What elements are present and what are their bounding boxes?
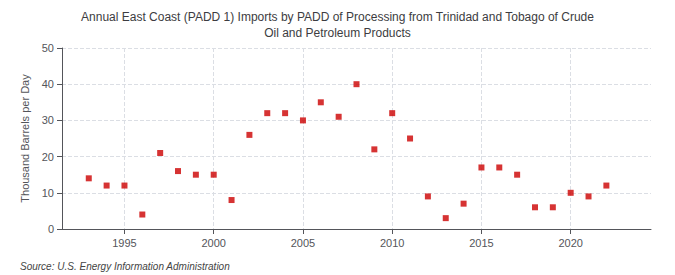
svg-text:30: 30 xyxy=(42,114,54,126)
svg-text:2015: 2015 xyxy=(469,237,493,249)
svg-text:2000: 2000 xyxy=(201,237,225,249)
svg-text:20: 20 xyxy=(42,151,54,163)
svg-text:1995: 1995 xyxy=(112,237,136,249)
svg-text:Annual East Coast (PADD 1) Imp: Annual East Coast (PADD 1) Imports by PA… xyxy=(81,10,594,24)
svg-text:2005: 2005 xyxy=(291,237,315,249)
svg-text:2010: 2010 xyxy=(380,237,404,249)
svg-text:Source: U.S. Energy Informatio: Source: U.S. Energy Information Administ… xyxy=(20,261,230,272)
svg-text:Oil and Petroleum Products: Oil and Petroleum Products xyxy=(264,26,411,40)
svg-text:40: 40 xyxy=(42,78,54,90)
svg-text:0: 0 xyxy=(48,223,54,235)
svg-text:2020: 2020 xyxy=(558,237,582,249)
svg-text:Thousand Barrels per Day: Thousand Barrels per Day xyxy=(19,74,31,203)
svg-text:50: 50 xyxy=(42,42,54,54)
svg-text:10: 10 xyxy=(42,187,54,199)
